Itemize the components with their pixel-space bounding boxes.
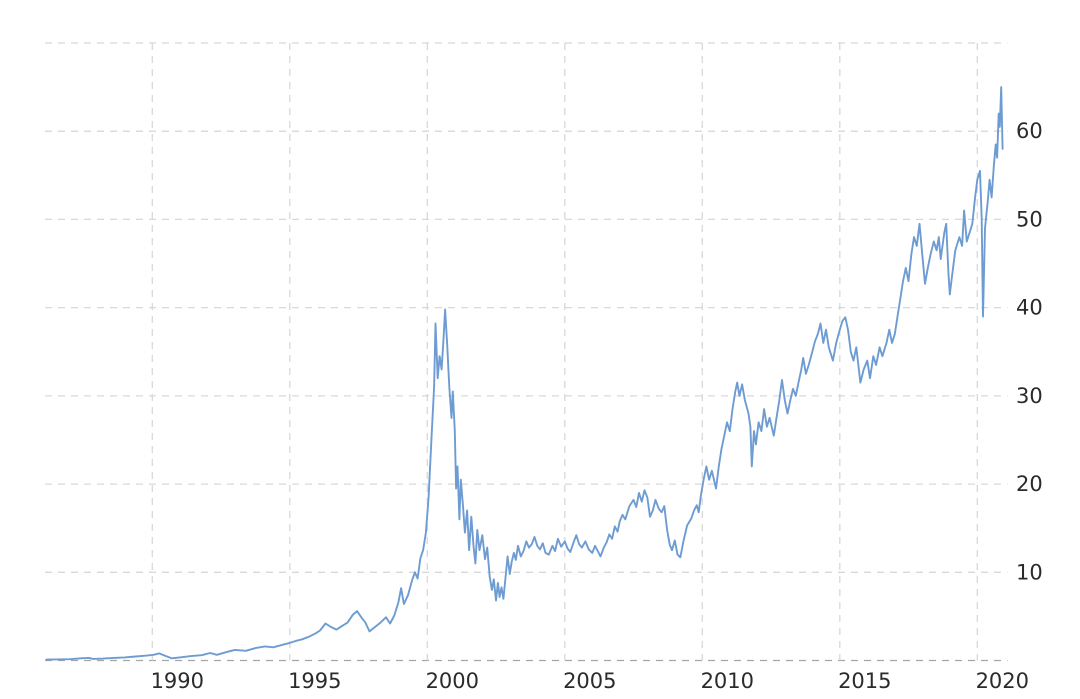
y-tick-label: 20	[1016, 472, 1043, 496]
x-tick-label: 2020	[976, 669, 1029, 693]
x-tick-label: 1990	[151, 669, 204, 693]
x-tick-label: 2010	[701, 669, 754, 693]
y-tick-label: 40	[1016, 296, 1043, 320]
x-tick-label: 2000	[426, 669, 479, 693]
y-tick-label: 30	[1016, 384, 1043, 408]
y-tick-label: 60	[1016, 119, 1043, 143]
stock-price-line	[45, 86, 1004, 661]
x-tick-label: 1995	[288, 669, 341, 693]
y-tick-label: 10	[1016, 560, 1043, 584]
y-tick-label: 50	[1016, 207, 1043, 231]
x-tick-label: 2005	[563, 669, 616, 693]
x-tick-label: 2015	[838, 669, 891, 693]
